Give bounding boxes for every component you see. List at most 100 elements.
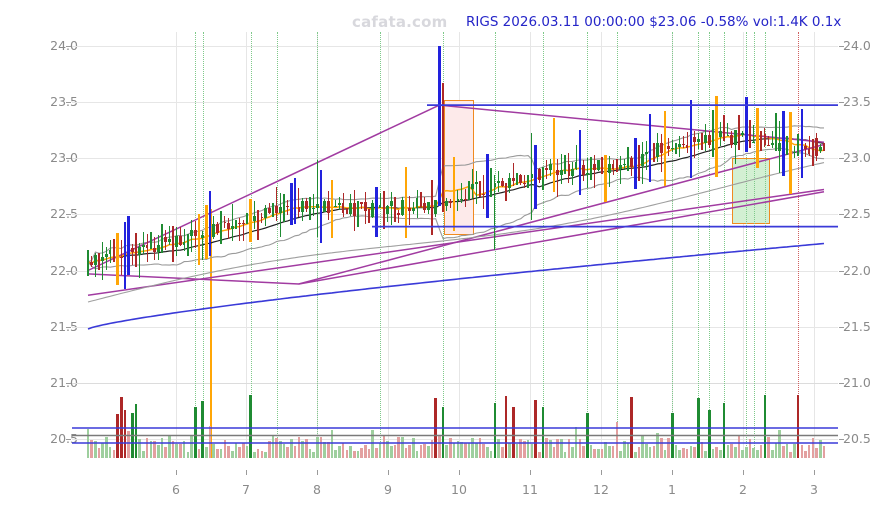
candle-body[interactable] xyxy=(356,202,360,216)
candle-body[interactable] xyxy=(589,164,593,174)
volume-bar[interactable] xyxy=(530,444,534,458)
volume-bar[interactable] xyxy=(589,444,593,458)
volume-bar[interactable] xyxy=(156,445,160,458)
volume-bar[interactable] xyxy=(682,447,685,458)
volume-bar[interactable] xyxy=(138,439,142,458)
candle-body[interactable] xyxy=(238,222,241,224)
volume-bar[interactable] xyxy=(822,445,826,458)
volume-bar[interactable] xyxy=(242,443,245,458)
signal-marker-blue[interactable] xyxy=(293,177,297,224)
candle-body[interactable] xyxy=(223,222,227,224)
candle-body[interactable] xyxy=(467,189,471,200)
candle-body[interactable] xyxy=(323,201,326,212)
candle-body[interactable] xyxy=(811,153,815,156)
volume-bar[interactable] xyxy=(97,447,101,458)
signal-marker-blue[interactable] xyxy=(634,137,637,190)
volume-bar[interactable] xyxy=(227,445,230,458)
candle-body[interactable] xyxy=(242,222,245,225)
candle-body[interactable] xyxy=(537,168,541,180)
candle-body[interactable] xyxy=(408,208,412,212)
candle-body[interactable] xyxy=(327,201,330,213)
volume-bar[interactable] xyxy=(408,445,412,458)
volume-bar[interactable] xyxy=(201,401,204,458)
volume-bar[interactable] xyxy=(693,447,696,458)
volume-bar[interactable] xyxy=(341,442,345,458)
candle-body[interactable] xyxy=(770,142,774,145)
candle-body[interactable] xyxy=(708,135,711,146)
volume-bar[interactable] xyxy=(238,446,241,458)
volume-bar[interactable] xyxy=(593,449,596,458)
candle-body[interactable] xyxy=(175,236,179,248)
candle-body[interactable] xyxy=(419,198,423,204)
volume-bar[interactable] xyxy=(704,450,707,458)
candle-body[interactable] xyxy=(637,165,641,168)
candle-body[interactable] xyxy=(741,132,744,135)
signal-marker-orange[interactable] xyxy=(756,108,759,169)
volume-bar[interactable] xyxy=(105,437,108,458)
volume-bar[interactable] xyxy=(330,429,334,458)
highlight-box-red[interactable] xyxy=(444,100,474,235)
candle-body[interactable] xyxy=(656,143,659,157)
volume-bar[interactable] xyxy=(297,436,301,458)
volume-bar[interactable] xyxy=(364,444,367,458)
volume-bar[interactable] xyxy=(449,437,452,458)
candle-body[interactable] xyxy=(119,256,123,258)
volume-bar[interactable] xyxy=(349,446,352,458)
candle-body[interactable] xyxy=(556,169,559,175)
candle-body[interactable] xyxy=(401,199,404,216)
volume-bar[interactable] xyxy=(759,444,763,458)
signal-marker-orange[interactable] xyxy=(404,167,408,238)
candle-body[interactable] xyxy=(352,202,356,216)
volume-bar[interactable] xyxy=(293,446,297,458)
candle-body[interactable] xyxy=(97,254,101,261)
candle-body[interactable] xyxy=(378,205,382,208)
volume-bar[interactable] xyxy=(752,448,756,458)
candle-body[interactable] xyxy=(131,248,134,252)
candle-body[interactable] xyxy=(615,168,619,170)
volume-bar[interactable] xyxy=(426,446,430,458)
candle-body[interactable] xyxy=(282,205,286,208)
volume-bar[interactable] xyxy=(253,451,256,458)
candle-body[interactable] xyxy=(308,208,312,210)
volume-bar[interactable] xyxy=(622,441,626,458)
signal-marker-blue[interactable] xyxy=(319,170,323,243)
candle-body[interactable] xyxy=(345,212,349,215)
volume-bar[interactable] xyxy=(674,445,678,458)
volume-bar[interactable] xyxy=(659,438,663,458)
candle-body[interactable] xyxy=(367,211,371,218)
candle-body[interactable] xyxy=(793,152,796,154)
volume-bar[interactable] xyxy=(234,443,238,458)
volume-bar[interactable] xyxy=(793,443,796,458)
candle-body[interactable] xyxy=(423,203,426,210)
signal-marker-blue[interactable] xyxy=(534,145,537,209)
candle-body[interactable] xyxy=(619,164,622,170)
volume-bar[interactable] xyxy=(208,426,212,458)
candle-body[interactable] xyxy=(471,183,474,190)
volume-bar[interactable] xyxy=(504,395,508,458)
volume-bar[interactable] xyxy=(537,452,541,458)
candle-body[interactable] xyxy=(234,222,238,226)
volume-bar[interactable] xyxy=(700,442,704,458)
volume-bar[interactable] xyxy=(423,443,426,458)
volume-bar[interactable] xyxy=(401,437,404,458)
candle-body[interactable] xyxy=(611,164,615,169)
candle-body[interactable] xyxy=(759,133,763,135)
candle-body[interactable] xyxy=(567,163,571,177)
volume-bar[interactable] xyxy=(463,443,467,458)
candle-body[interactable] xyxy=(475,182,478,184)
candle-body[interactable] xyxy=(382,205,386,214)
volume-bar[interactable] xyxy=(415,450,419,458)
volume-bar[interactable] xyxy=(412,438,415,458)
candle-body[interactable] xyxy=(412,208,415,212)
volume-bar[interactable] xyxy=(515,444,519,458)
candle-body[interactable] xyxy=(171,238,175,248)
volume-bar[interactable] xyxy=(460,441,463,458)
volume-bar[interactable] xyxy=(656,432,659,458)
volume-bar[interactable] xyxy=(782,445,785,458)
candle-body[interactable] xyxy=(334,205,338,207)
candle-body[interactable] xyxy=(626,157,630,165)
candle-body[interactable] xyxy=(819,147,822,151)
candle-body[interactable] xyxy=(426,201,430,210)
volume-bar[interactable] xyxy=(804,450,807,458)
volume-bar[interactable] xyxy=(145,438,149,458)
